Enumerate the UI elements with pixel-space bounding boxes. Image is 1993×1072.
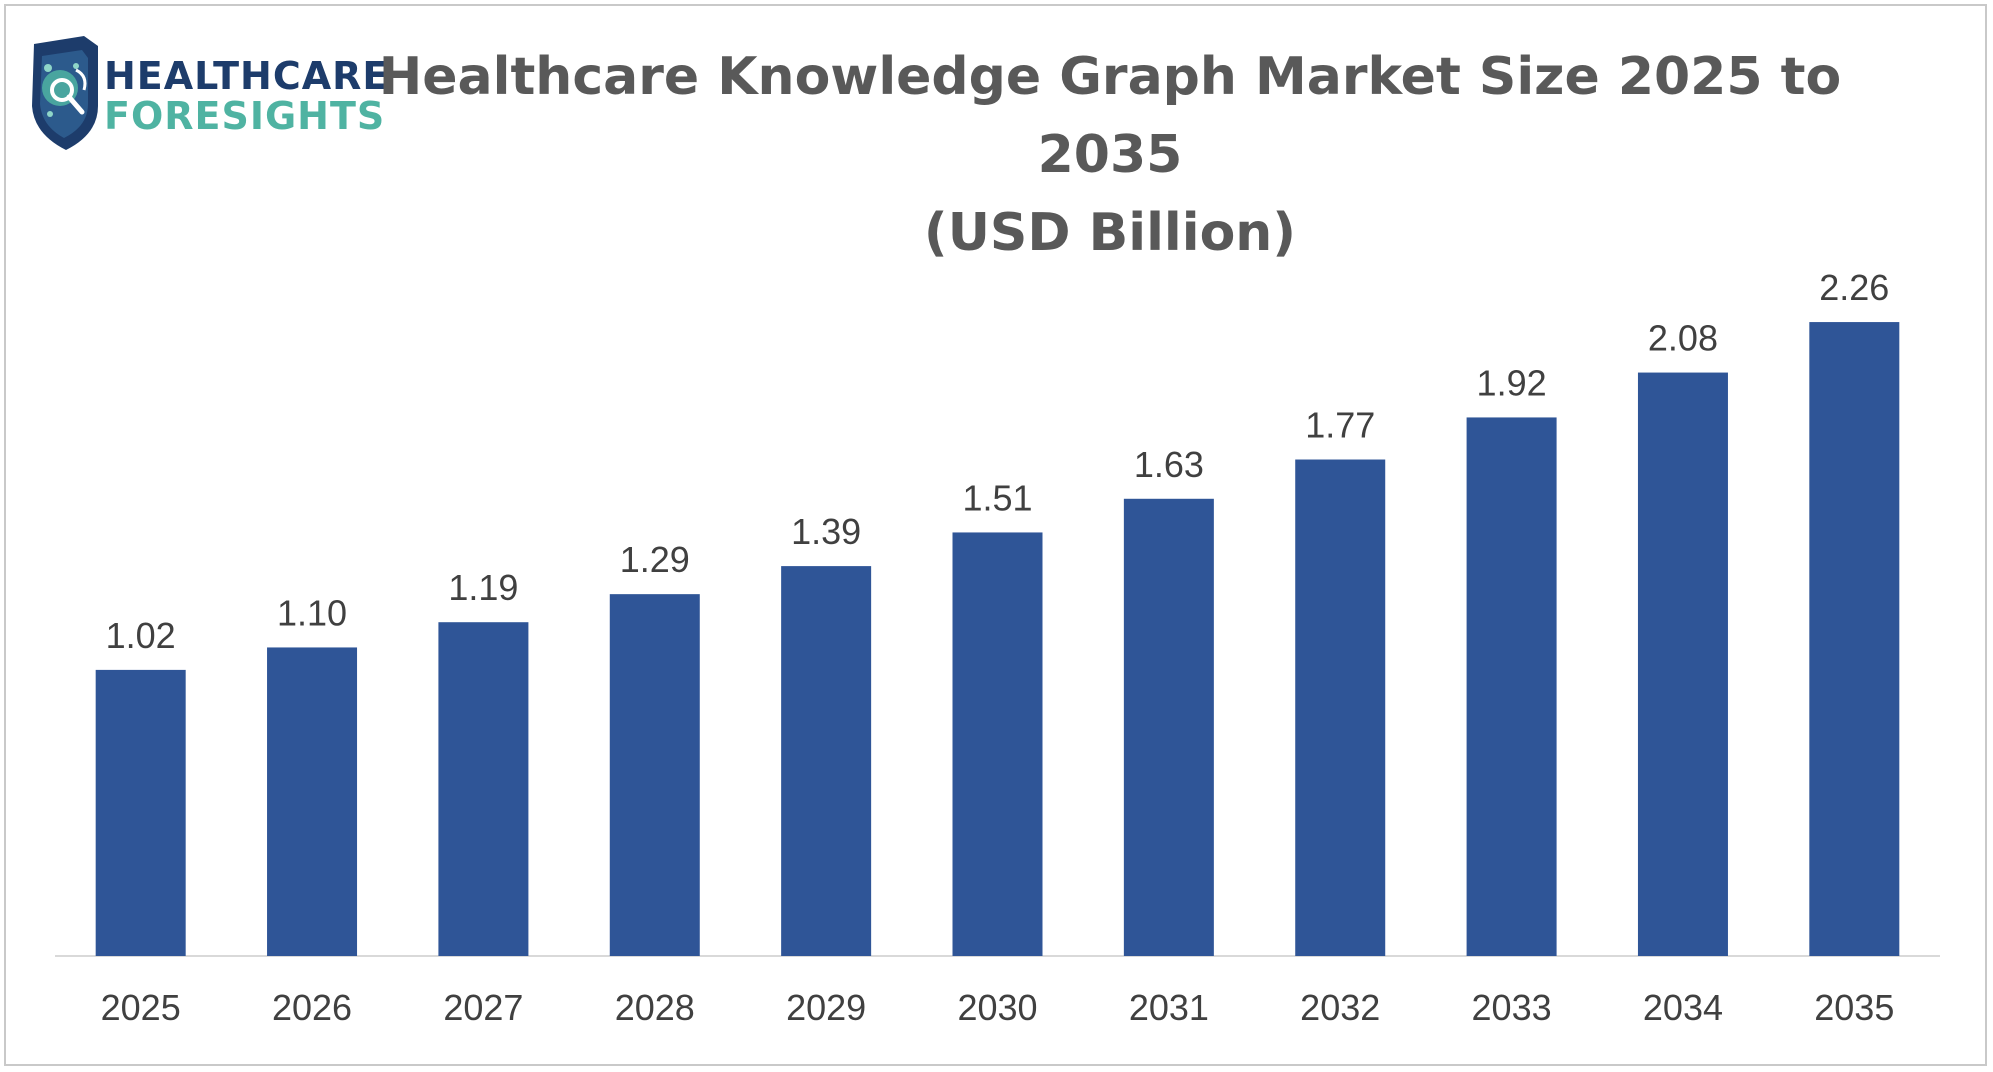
bar-2029 (781, 566, 872, 956)
x-tick-label-2025: 2025 (101, 987, 181, 1028)
x-tick-label-2033: 2033 (1472, 987, 1552, 1028)
x-tick-label-2028: 2028 (615, 987, 695, 1028)
data-label-2032: 1.77 (1305, 405, 1375, 446)
bar-2035 (1809, 322, 1900, 956)
x-tick-label-2027: 2027 (443, 987, 523, 1028)
bar-2034 (1637, 372, 1728, 956)
data-label-2026: 1.10 (277, 592, 347, 633)
chart-title: Healthcare Knowledge Graph Market Size 2… (378, 47, 1842, 185)
x-tick-label-2035: 2035 (1814, 987, 1894, 1028)
x-tick-label-2031: 2031 (1129, 987, 1209, 1028)
bar-2031 (1123, 498, 1214, 956)
x-tick-label-2026: 2026 (272, 987, 352, 1028)
x-tick-label-2034: 2034 (1643, 987, 1723, 1028)
x-tick-label-2029: 2029 (786, 987, 866, 1028)
bar-2027 (438, 622, 529, 956)
bar-2033 (1466, 417, 1557, 956)
data-label-2029: 1.39 (791, 511, 861, 552)
brand-name-line2: FORESIGHTS (104, 94, 386, 138)
data-label-2034: 2.08 (1648, 318, 1718, 359)
bar-2025 (95, 669, 186, 956)
data-label-2035: 2.26 (1819, 267, 1889, 308)
data-label-2025: 1.02 (106, 615, 176, 656)
bar-2028 (609, 594, 700, 956)
bar-2026 (267, 647, 358, 956)
data-label-2028: 1.29 (620, 539, 690, 580)
data-label-2030: 1.51 (962, 477, 1032, 518)
chart-title-block: Healthcare Knowledge Graph Market Size 2… (360, 38, 1860, 272)
bar-series: 1.02 2025 1.10 2026 1.19 2027 1.29 2028 1.39 2029… (95, 267, 1900, 1028)
bar-2030 (952, 532, 1043, 956)
shield-logo-icon (32, 36, 98, 150)
data-label-2033: 1.92 (1477, 362, 1547, 403)
x-tick-label-2032: 2032 (1300, 987, 1380, 1028)
bar-2032 (1295, 459, 1386, 956)
data-label-2031: 1.63 (1134, 444, 1204, 485)
x-tick-label-2030: 2030 (957, 987, 1037, 1028)
brand-logo: HEALTHCARE FORESIGHTS (26, 36, 388, 156)
brand-name-line1: HEALTHCARE (104, 54, 390, 98)
data-label-2027: 1.19 (448, 567, 518, 608)
chart-subtitle: (USD Billion) (923, 203, 1297, 263)
